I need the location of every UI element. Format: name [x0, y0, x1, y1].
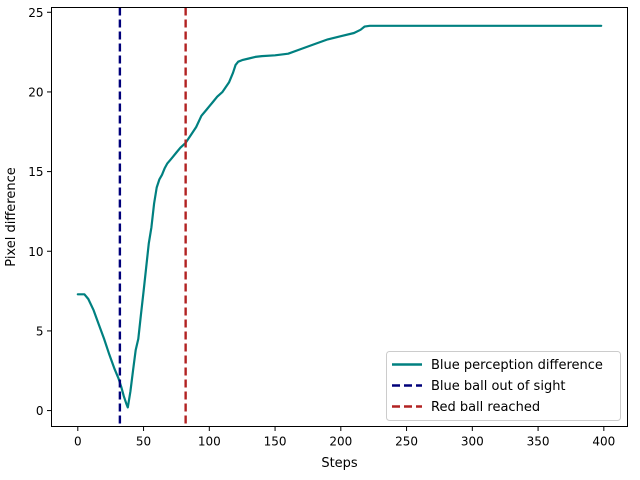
- plot-frame: [51, 7, 628, 427]
- x-tick-label: 400: [592, 435, 615, 449]
- x-tick-label: 50: [136, 435, 151, 449]
- x-tick-label: 150: [264, 435, 287, 449]
- y-tick-label: 0: [36, 404, 44, 418]
- x-tick-label: 0: [74, 435, 82, 449]
- legend-label-red-reached: Red ball reached: [431, 400, 540, 415]
- series-line-0: [76, 24, 603, 409]
- y-tick-label: 10: [28, 245, 43, 259]
- legend-label-perception: Blue perception difference: [431, 358, 603, 373]
- y-axis: 0 5 10 15 20 25: [28, 6, 52, 418]
- y-axis-label: Pixel difference: [4, 167, 19, 266]
- plot-area: [76, 7, 603, 427]
- legend: Blue perception difference Blue ball out…: [386, 351, 621, 421]
- x-tick-label: 300: [461, 435, 484, 449]
- x-axis-label: Steps: [321, 456, 358, 471]
- legend-label-out-of-sight: Blue ball out of sight: [431, 379, 566, 394]
- y-tick-label: 25: [28, 6, 43, 20]
- y-tick-label: 20: [28, 85, 43, 99]
- x-tick-label: 100: [198, 435, 221, 449]
- legend-box: [386, 351, 621, 421]
- y-tick-label: 5: [36, 324, 44, 338]
- x-tick-label: 200: [329, 435, 352, 449]
- x-tick-label: 250: [395, 435, 418, 449]
- x-tick-label: 350: [527, 435, 550, 449]
- y-tick-label: 15: [28, 165, 43, 179]
- x-axis: 0 50 100 150 200 250 300 350 400: [74, 426, 615, 449]
